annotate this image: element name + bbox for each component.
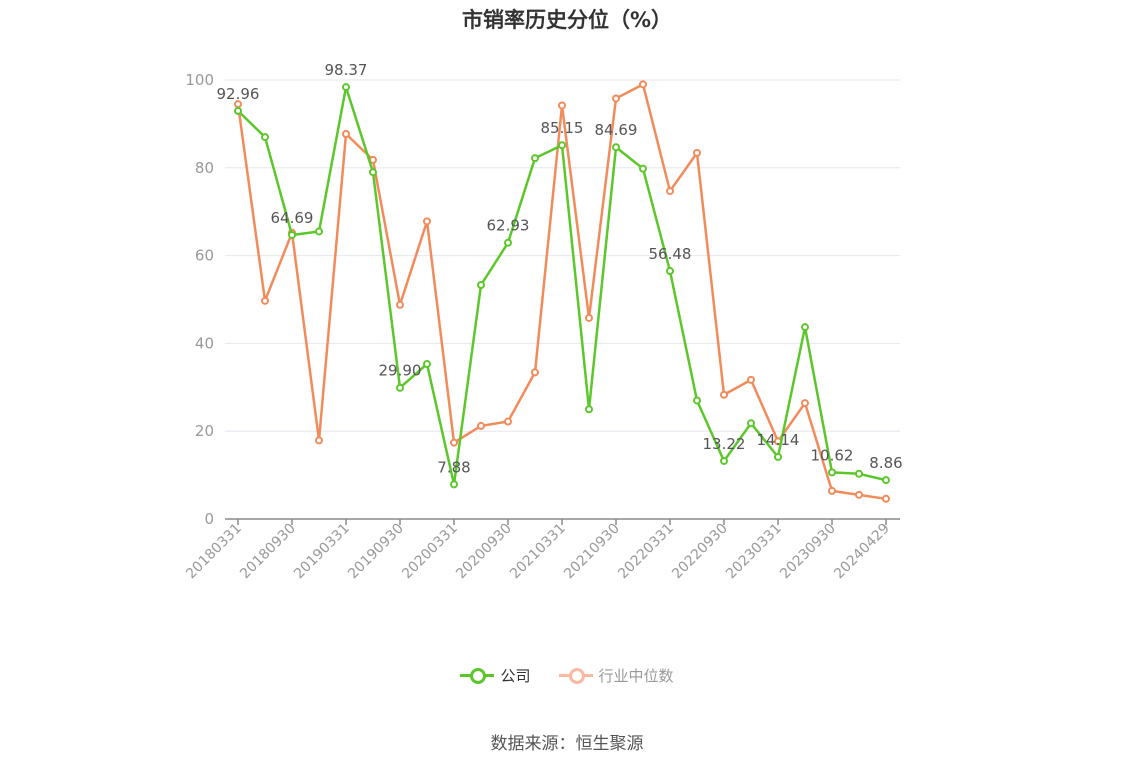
y-tick-label: 0 bbox=[204, 510, 214, 528]
data-point-industry-median bbox=[558, 101, 566, 110]
data-point-company bbox=[828, 468, 836, 477]
data-point-company bbox=[882, 476, 890, 485]
data-point-company bbox=[450, 480, 458, 489]
data-point-industry-median bbox=[720, 390, 728, 399]
axes: 0 20 40 60 80 100 2018033120180930201903312019… bbox=[183, 71, 900, 582]
data-point-company bbox=[639, 164, 647, 173]
data-point-industry-median bbox=[693, 148, 701, 157]
data-point-company bbox=[261, 133, 269, 142]
data-label: 56.48 bbox=[649, 245, 692, 263]
data-point-company bbox=[855, 469, 863, 478]
y-tick-label: 40 bbox=[195, 334, 214, 352]
data-point-company bbox=[747, 419, 755, 428]
data-point-company bbox=[774, 452, 782, 461]
data-point-industry-median bbox=[342, 129, 350, 138]
data-point-industry-median bbox=[450, 438, 458, 447]
legend-item-industry-median[interactable]: 行业中位数 bbox=[558, 664, 674, 686]
data-label: 7.88 bbox=[437, 458, 470, 476]
data-source: 数据来源：恒生聚源 bbox=[490, 734, 644, 754]
data-label: 64.69 bbox=[271, 209, 314, 227]
data-label: 8.86 bbox=[869, 454, 902, 472]
x-tick-label: 20190331 bbox=[291, 521, 353, 583]
x-tick-label: 20240429 bbox=[831, 521, 893, 583]
data-point-company bbox=[612, 143, 620, 152]
data-point-company bbox=[234, 106, 242, 115]
x-tick-label: 20230331 bbox=[723, 521, 785, 583]
data-point-industry-median bbox=[855, 490, 863, 499]
series-lines bbox=[234, 80, 890, 503]
data-point-industry-median bbox=[315, 436, 323, 445]
grid-lines bbox=[225, 79, 900, 432]
data-point-company bbox=[342, 83, 350, 92]
x-tick-label: 20180930 bbox=[237, 521, 299, 583]
x-tick-label: 20200930 bbox=[453, 521, 515, 583]
data-point-industry-median bbox=[882, 494, 890, 503]
x-tick-label: 20180331 bbox=[183, 521, 245, 583]
y-tick-label: 20 bbox=[195, 422, 214, 440]
y-tick-label: 100 bbox=[185, 71, 214, 89]
data-point-industry-median bbox=[531, 368, 539, 377]
data-label: 29.90 bbox=[379, 362, 422, 380]
data-label: 92.96 bbox=[217, 85, 260, 103]
legend-marker-industry-median bbox=[558, 664, 593, 686]
data-point-company bbox=[396, 383, 404, 392]
x-tick-label: 20220331 bbox=[615, 521, 677, 583]
data-point-industry-median bbox=[504, 417, 512, 426]
data-point-industry-median bbox=[666, 187, 674, 196]
legend-item-company[interactable]: 公司 bbox=[460, 664, 531, 686]
data-label: 84.69 bbox=[595, 121, 638, 139]
data-point-company bbox=[504, 238, 512, 247]
data-point-industry-median bbox=[801, 399, 809, 408]
data-point-company bbox=[720, 456, 728, 465]
legend-label-industry-median: 行业中位数 bbox=[598, 666, 674, 685]
data-point-company bbox=[693, 396, 701, 405]
x-tick-label: 20220930 bbox=[669, 521, 731, 583]
data-label: 98.37 bbox=[325, 61, 368, 79]
data-point-company bbox=[423, 360, 431, 369]
data-point-company bbox=[558, 141, 566, 150]
data-label: 14.14 bbox=[757, 431, 800, 449]
chart-title: 市销率历史分位（%） bbox=[461, 8, 673, 32]
x-tick-label: 20200331 bbox=[399, 521, 461, 583]
data-labels: 92.96 64.69 98.37 29.90 7.88 62.93 85.15 84.69 5… bbox=[217, 61, 903, 476]
data-point-industry-median bbox=[477, 421, 485, 430]
data-point-industry-median bbox=[828, 486, 836, 495]
data-point-company bbox=[531, 154, 539, 163]
x-tick-label: 20210930 bbox=[561, 521, 623, 583]
data-point-company bbox=[585, 405, 593, 414]
data-point-industry-median bbox=[396, 300, 404, 309]
data-point-industry-median bbox=[585, 313, 593, 322]
data-point-company bbox=[477, 281, 485, 290]
data-point-company bbox=[288, 231, 296, 240]
data-point-industry-median bbox=[612, 94, 620, 103]
data-point-industry-median bbox=[423, 217, 431, 226]
legend-label-company: 公司 bbox=[500, 666, 531, 685]
data-label: 85.15 bbox=[541, 119, 584, 137]
data-label: 62.93 bbox=[487, 217, 530, 235]
data-point-company bbox=[369, 168, 377, 177]
y-tick-label: 80 bbox=[195, 159, 214, 177]
data-point-industry-median bbox=[747, 375, 755, 384]
data-point-industry-median bbox=[261, 296, 269, 305]
legend: 公司 行业中位数 bbox=[0, 664, 1134, 686]
data-label: 13.22 bbox=[703, 435, 746, 453]
data-point-industry-median bbox=[639, 80, 647, 89]
data-label: 10.62 bbox=[811, 446, 854, 464]
data-point-company bbox=[801, 323, 809, 332]
data-point-company bbox=[315, 227, 323, 236]
y-tick-label: 60 bbox=[195, 247, 214, 265]
legend-marker-company bbox=[460, 664, 495, 686]
x-tick-label: 20190930 bbox=[345, 521, 407, 583]
x-tick-label: 20230930 bbox=[777, 521, 839, 583]
x-tick-label: 20210331 bbox=[507, 521, 569, 583]
data-point-company bbox=[666, 267, 674, 276]
